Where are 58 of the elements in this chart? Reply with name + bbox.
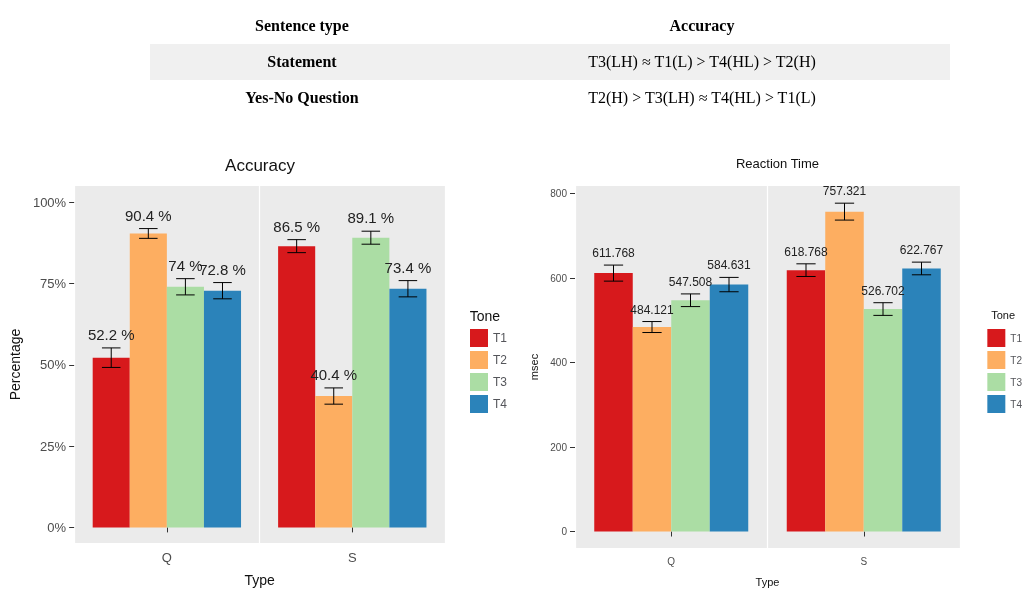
y-tick-label: 25%	[40, 438, 67, 454]
legend-label: T3	[493, 375, 508, 389]
x-axis-title: Type	[755, 575, 780, 588]
x-axis-title: Type	[244, 572, 275, 588]
bar	[709, 284, 749, 532]
bar	[166, 286, 204, 528]
y-tick-label: 75%	[40, 276, 67, 292]
legend-label: T1	[493, 331, 508, 345]
x-tick-label: Q	[667, 555, 676, 567]
bar	[786, 270, 826, 532]
y-tick-label: 400	[550, 357, 568, 369]
legend-label: T1	[1010, 332, 1023, 344]
x-tick-label: S	[860, 555, 868, 567]
chart-title: Accuracy	[225, 156, 296, 175]
y-tick-label: 100%	[32, 194, 67, 210]
data-label: 757.321	[822, 184, 867, 199]
text: Accuracy	[668, 16, 736, 37]
data-label: 584.631	[707, 258, 752, 273]
legend-title: Tone	[469, 308, 501, 324]
y-tick-label: 800	[550, 188, 568, 200]
bar	[389, 288, 427, 528]
y-tick-label: 600	[550, 272, 568, 284]
data-label: 622.767	[899, 243, 944, 258]
y-tick-label: 50%	[40, 357, 67, 373]
bar	[315, 396, 353, 528]
data-label: 86.5 %	[273, 217, 321, 235]
x-tick-label: S	[347, 550, 357, 565]
bar	[902, 268, 941, 532]
data-label: 74 %	[168, 256, 203, 274]
data-label: 89.1 %	[347, 209, 395, 227]
chart-title: Reaction Time	[735, 156, 820, 171]
x-tick-label: Q	[161, 550, 172, 565]
bar	[671, 300, 710, 532]
legend-label: T4	[493, 397, 508, 411]
bar	[92, 357, 130, 528]
y-axis-title: msec	[527, 353, 540, 381]
y-tick-label: 0%	[47, 519, 67, 535]
data-label: 90.4 %	[124, 206, 172, 224]
legend-label: T4	[1010, 398, 1023, 410]
y-axis-title: Percentage	[7, 328, 23, 401]
bar	[825, 211, 864, 532]
bar	[632, 327, 672, 532]
text: Yes-No Question	[244, 88, 360, 108]
text: Statement	[266, 52, 338, 72]
data-label: 611.768	[592, 246, 636, 261]
legend-label: T2	[493, 353, 508, 367]
data-label: 73.4 %	[384, 258, 432, 276]
y-tick-label: 0	[561, 526, 568, 538]
legend-label: T2	[1010, 354, 1023, 366]
legend-label: T3	[1010, 376, 1023, 388]
text: T2(H) > T3(LH) ≈ T4(HL) > T1(L)	[587, 88, 817, 109]
bar	[203, 290, 242, 528]
data-label: 547.508	[668, 274, 713, 289]
bar	[863, 309, 903, 532]
legend-title: Tone	[991, 308, 1016, 321]
y-tick-label: 200	[550, 441, 568, 453]
text: T3(LH) ≈ T1(L) > T4(HL) > T2(H)	[587, 52, 817, 73]
text: Sentence type	[254, 16, 350, 37]
